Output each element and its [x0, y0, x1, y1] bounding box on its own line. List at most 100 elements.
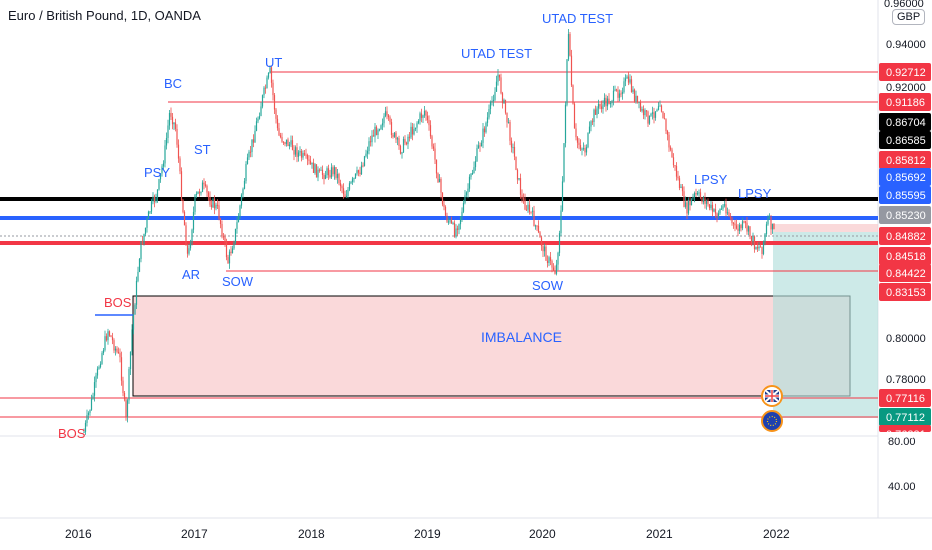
- candle-body: [252, 139, 255, 143]
- candle-body: [132, 314, 135, 330]
- candle-body: [756, 247, 759, 249]
- candle-body: [188, 248, 190, 254]
- candle-body: [744, 221, 747, 223]
- uk-flag-icon[interactable]: [761, 385, 783, 407]
- candle-body: [711, 204, 714, 212]
- candle-body: [474, 161, 477, 168]
- candle-body: [551, 260, 553, 268]
- candle-body: [276, 118, 279, 129]
- price-label-box: [879, 389, 931, 407]
- candle-body: [627, 76, 630, 83]
- candle-body: [579, 145, 582, 150]
- time-tick-2016: 2016: [65, 527, 92, 541]
- candle-body: [663, 118, 666, 120]
- target-zone[interactable]: [773, 232, 878, 418]
- candle-body: [356, 170, 358, 174]
- candle-body: [435, 159, 438, 174]
- chart-pane[interactable]: [0, 0, 878, 518]
- price-label: 0.84518: [886, 251, 926, 263]
- candle-body: [326, 168, 328, 176]
- candlestick-series[interactable]: [83, 28, 775, 435]
- candle-body: [549, 257, 552, 261]
- candle-body: [327, 168, 330, 176]
- candle-body: [314, 164, 316, 173]
- candle-body: [129, 351, 132, 370]
- candle-body: [318, 169, 321, 171]
- candle-body: [84, 422, 87, 432]
- candle-body: [375, 126, 378, 135]
- candle-body: [617, 90, 619, 98]
- candle-body: [192, 211, 195, 230]
- candle-body: [594, 109, 597, 115]
- candle-body: [572, 85, 574, 104]
- price-label: 0.77116: [886, 393, 925, 405]
- candle-body: [441, 192, 444, 205]
- candle-body: [359, 172, 361, 175]
- candle-body: [626, 76, 628, 79]
- candle-body: [467, 188, 469, 193]
- candle-body: [380, 125, 382, 130]
- candle-body: [258, 116, 261, 119]
- price-tick-0-94000: 0.94000: [886, 39, 926, 51]
- candle-body: [281, 137, 283, 142]
- candle-body: [660, 105, 663, 112]
- candle-body: [146, 218, 148, 228]
- eu-flag-icon[interactable]: [761, 410, 783, 432]
- candle-body: [332, 167, 334, 175]
- imbalance-zone[interactable]: [132, 295, 851, 397]
- candle-body: [105, 336, 108, 341]
- candle-body: [125, 399, 127, 417]
- candle-body: [566, 59, 568, 105]
- candle-body: [404, 138, 406, 143]
- candle-body: [273, 95, 276, 110]
- candle-body: [674, 165, 676, 167]
- candle-body: [99, 363, 102, 368]
- candle-body: [615, 89, 618, 91]
- candle-body: [257, 118, 259, 122]
- candle-body: [255, 121, 258, 131]
- candle-body: [695, 193, 697, 195]
- candle-body: [494, 91, 496, 100]
- candle-body: [168, 112, 171, 126]
- currency-button[interactable]: GBP: [892, 9, 926, 25]
- candle-body: [440, 178, 442, 193]
- candle-body: [434, 148, 436, 160]
- candle-body: [606, 98, 609, 107]
- candle-body: [344, 194, 346, 198]
- candle-body: [596, 108, 598, 115]
- price-label-box: [879, 151, 931, 169]
- candle-body: [521, 194, 523, 199]
- price-label-box: [879, 408, 931, 426]
- candle-body: [656, 109, 658, 112]
- candle-body: [527, 204, 529, 210]
- candle-body: [348, 183, 351, 190]
- candle-body: [90, 398, 93, 410]
- symbol-title[interactable]: Euro / British Pound, 1D, OANDA: [8, 8, 201, 23]
- candle-body: [702, 198, 705, 203]
- candle-body: [696, 192, 699, 195]
- candle-body: [83, 431, 85, 433]
- candle-body: [164, 145, 166, 164]
- price-label: 0.85812: [886, 155, 926, 167]
- candle-body: [746, 222, 748, 232]
- candle-body: [513, 147, 516, 157]
- candle-body: [86, 414, 88, 423]
- candle-body: [585, 147, 588, 153]
- candle-body: [563, 143, 565, 182]
- price-label-box: [879, 93, 931, 111]
- candle-body: [107, 331, 109, 341]
- price-label: 0.86704: [886, 117, 926, 129]
- candle-body: [518, 178, 520, 180]
- candle-body: [719, 209, 721, 214]
- candle-body: [512, 147, 514, 149]
- candle-body: [296, 147, 298, 157]
- candle-body: [104, 336, 106, 351]
- candle-body: [153, 196, 156, 202]
- candle-body: [216, 204, 219, 206]
- candle-body: [567, 34, 570, 60]
- candle-body: [194, 195, 196, 212]
- price-label-box: [879, 186, 931, 204]
- candle-body: [689, 199, 691, 206]
- candle-body: [173, 122, 175, 125]
